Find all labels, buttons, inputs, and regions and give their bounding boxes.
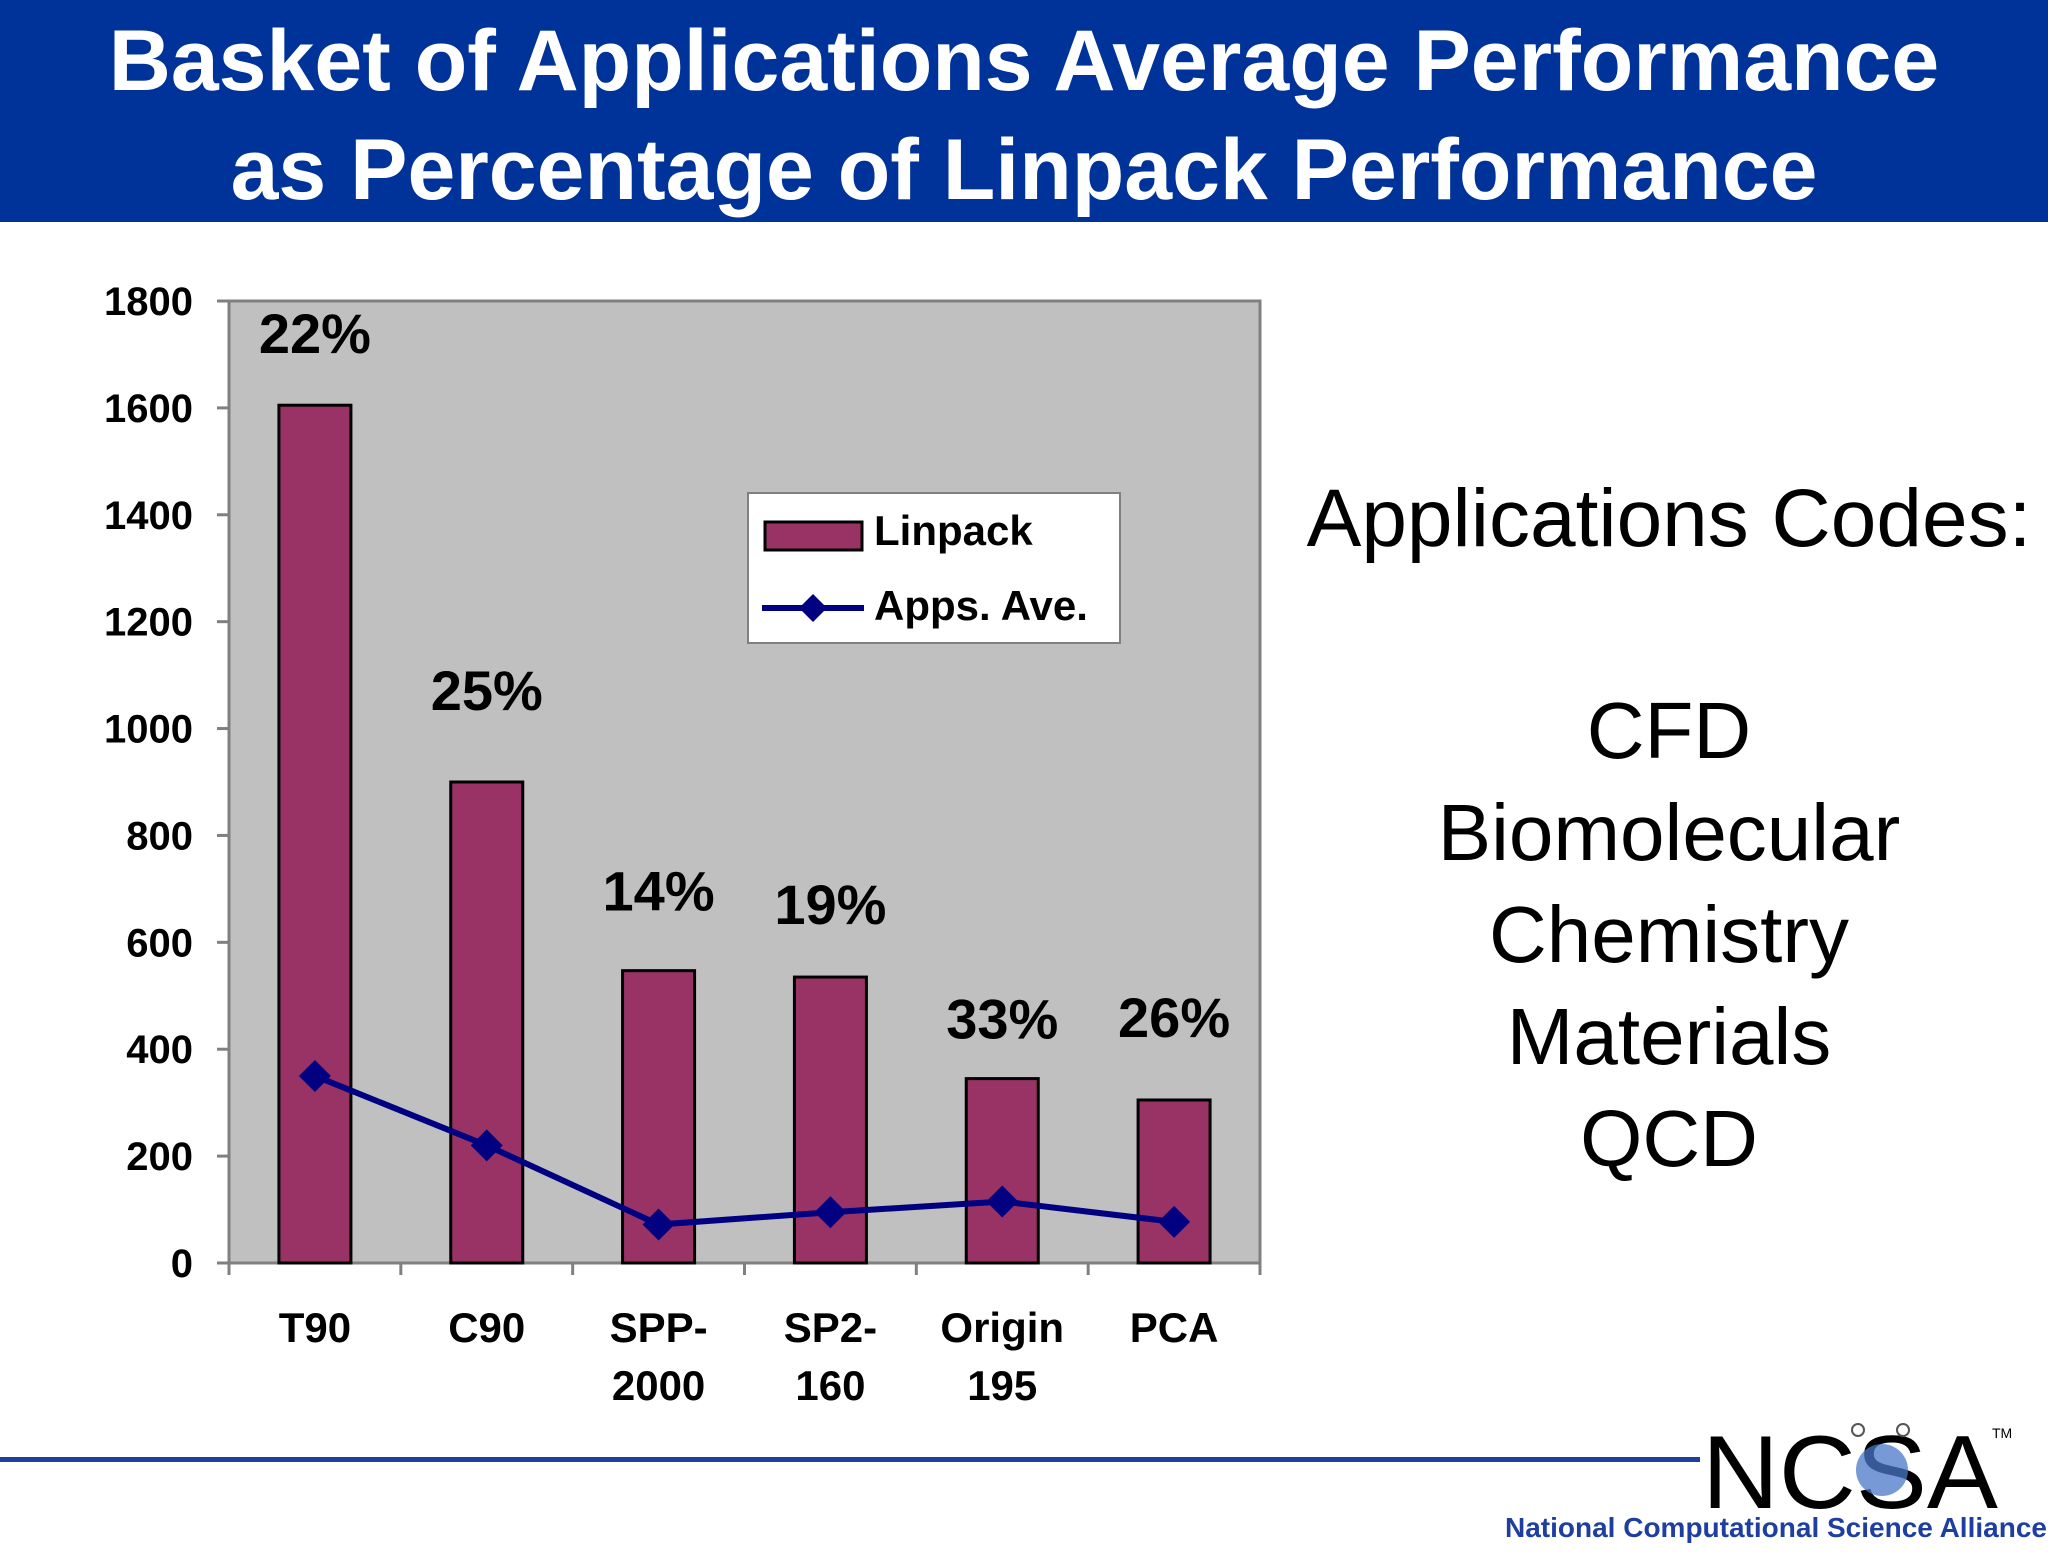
bar-line-chart: 0 200 400 600 800 1000 1200 1400 1600 1800 T90 C90… (104, 280, 1262, 1409)
x-category-label: Origin (940, 1304, 1064, 1351)
applications-panel: Applications Codes: CFD Biomolecular Che… (1290, 478, 2048, 1190)
application-item: Biomolecular (1437, 788, 1901, 877)
x-category-label: PCA (1130, 1304, 1219, 1351)
apps-average-marker (986, 1185, 1019, 1218)
legend-label-apps-ave: Apps. Ave. (874, 582, 1088, 629)
legend-label-linpack: Linpack (874, 507, 1033, 554)
y-tick-label: 0 (171, 1242, 193, 1286)
y-tick-label: 400 (126, 1028, 193, 1072)
ncsa-subtitle: National Computational Science Alliance (1505, 1512, 2047, 1543)
bar-percentage-label: 14% (603, 860, 715, 923)
title-banner: Basket of Applications Average Performan… (0, 0, 2048, 222)
x-category-label: SP2- (784, 1304, 877, 1351)
application-item: Materials (1506, 992, 1832, 1081)
y-tick-label: 1000 (104, 708, 193, 752)
linpack-bar (1136, 1098, 1212, 1265)
percentage-annotations: 22% 25% 14% 19% 33% 26% (259, 302, 1230, 1050)
apps-average-marker (470, 1129, 503, 1162)
apps-average-marker (642, 1208, 675, 1241)
bar-percentage-label: 19% (774, 873, 886, 936)
x-category-label: 160 (795, 1362, 865, 1409)
y-tick-label: 600 (126, 921, 193, 965)
bar-percentage-label: 22% (259, 302, 371, 365)
x-category-label: SPP- (610, 1304, 708, 1351)
x-category-label: C90 (448, 1304, 525, 1351)
y-tick-label: 1400 (104, 494, 193, 538)
footer-divider (0, 1457, 1700, 1462)
applications-list: CFD Biomolecular Chemistry Materials QCD (1290, 680, 2048, 1190)
apps-average-marker (1158, 1205, 1191, 1238)
title-line-1: Basket of Applications Average Performan… (108, 13, 1940, 109)
application-item: CFD (1586, 686, 1752, 775)
bar-percentage-label: 25% (431, 659, 543, 722)
x-category-label: 2000 (612, 1362, 705, 1409)
title-line-2: as Percentage of Linpack Performance (230, 122, 1818, 218)
apps-average-polyline (313, 1073, 1175, 1228)
trademark-mark: TM (1992, 1425, 2012, 1441)
applications-heading: Applications Codes: (1306, 473, 2032, 564)
application-item: QCD (1580, 1094, 1758, 1183)
x-category-label: 195 (967, 1362, 1037, 1409)
y-tick-label: 200 (126, 1135, 193, 1179)
y-tick-label: 1200 (104, 601, 193, 645)
linpack-bar (277, 403, 353, 1265)
linpack-bar (449, 780, 525, 1265)
orbit-dot-icon (1896, 1423, 1910, 1437)
ncsa-logo-text: NCSA (1702, 1415, 1999, 1530)
legend-bar-swatch (763, 520, 864, 552)
legend-diamond-marker (799, 594, 827, 622)
x-category-label: T90 (279, 1304, 351, 1351)
x-axis: T90 C90 SPP- 2000 SP2- 160 Origin 195 PCA (227, 1261, 1262, 1409)
y-tick-label: 1800 (104, 280, 193, 324)
y-tick-label: 1600 (104, 387, 193, 431)
plot-area (227, 299, 1262, 1265)
apps-average-marker (298, 1059, 331, 1092)
y-axis: 0 200 400 600 800 1000 1200 1400 1600 1800 (104, 280, 231, 1286)
apps-average-line (298, 1059, 1191, 1241)
ncsa-logo: NCSA TM (1702, 1415, 2012, 1530)
apps-average-marker (814, 1196, 847, 1229)
linpack-bar (964, 1077, 1040, 1265)
y-tick-label: 800 (126, 814, 193, 858)
bar-percentage-label: 26% (1118, 986, 1230, 1049)
globe-icon (1856, 1444, 1908, 1496)
linpack-bars (277, 403, 1212, 1265)
bar-percentage-label: 33% (946, 988, 1058, 1051)
legend: Linpack Apps. Ave. (747, 492, 1121, 644)
orbit-dot-icon (1851, 1423, 1865, 1437)
application-item: Chemistry (1488, 890, 1850, 979)
